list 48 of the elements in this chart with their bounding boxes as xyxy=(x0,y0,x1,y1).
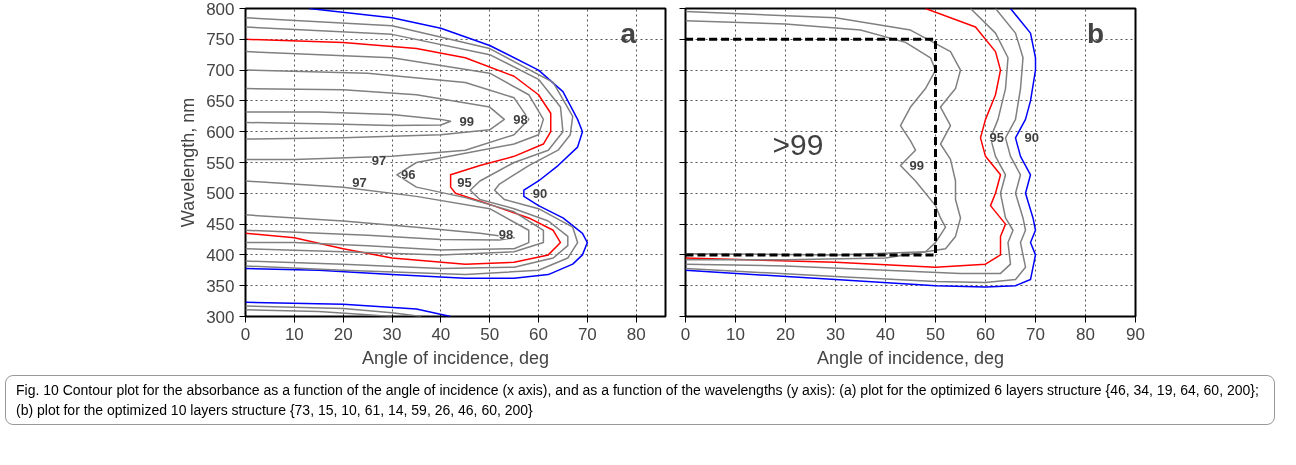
annotation: 90 xyxy=(1024,130,1039,146)
annotation: 98 xyxy=(498,227,514,243)
y-tick-label: 750 xyxy=(206,30,235,50)
annotation: 95 xyxy=(989,130,1004,146)
y-tick-label: 550 xyxy=(206,153,235,173)
y-tick-label: 700 xyxy=(206,61,235,81)
x-tick-label: 0 xyxy=(240,324,251,344)
annotation: 96 xyxy=(401,167,416,183)
x-axis-title: Angle of incidence, deg xyxy=(816,347,1005,368)
x-tick-label: 80 xyxy=(1076,324,1095,344)
x-tick-label: 40 xyxy=(876,324,895,344)
caption: Fig. 10 Contour plot for the absorbance as a function of the angle of incidence (x axis), and as a function of the wavelengths (y axis): (a) plot for the optimized 6 layers structure {46, 34, 19, 64, 60, 200}; (b) plot for the optimized 10 layers structure {73, 15, 10, 61, 14, 59, 26, 46, 60, 200} xyxy=(16,381,1260,420)
x-tick-label: 50 xyxy=(480,324,500,344)
x-tick-label: 70 xyxy=(577,324,597,344)
y-tick-label: 450 xyxy=(206,215,235,235)
annotation: 97 xyxy=(371,153,387,169)
annotation: 99 xyxy=(909,158,924,174)
x-axis-title: Angle of incidence, deg xyxy=(361,347,550,368)
chart-title: b xyxy=(1086,17,1105,49)
x-tick-label: 0 xyxy=(680,324,691,344)
y-tick-label: 800 xyxy=(206,0,235,19)
y-tick-label: 400 xyxy=(206,245,235,265)
x-tick-label: 60 xyxy=(976,324,995,344)
annotation: >99 xyxy=(772,127,824,161)
annotation: 95 xyxy=(457,174,472,190)
y-tick-label: 600 xyxy=(206,122,235,142)
annotation: 98 xyxy=(513,111,528,127)
chart-title: a xyxy=(620,17,637,49)
y-tick-label: 300 xyxy=(206,307,235,327)
y-axis-title: Wavelength, nm xyxy=(178,97,199,228)
x-tick-label: 60 xyxy=(529,324,548,344)
y-tick-label: 500 xyxy=(206,184,235,204)
x-tick-label: 10 xyxy=(284,324,304,344)
x-tick-label: 10 xyxy=(726,324,745,344)
x-tick-label: 40 xyxy=(431,324,451,344)
x-tick-label: 90 xyxy=(1126,324,1145,344)
x-tick-label: 80 xyxy=(626,324,646,344)
y-tick-label: 350 xyxy=(206,276,235,296)
x-tick-label: 20 xyxy=(776,324,795,344)
annotation: 97 xyxy=(352,175,367,191)
x-tick-label: 50 xyxy=(926,324,945,344)
x-tick-label: 30 xyxy=(382,324,402,344)
annotation: 99 xyxy=(459,113,475,129)
x-tick-label: 70 xyxy=(1026,324,1045,344)
y-tick-label: 650 xyxy=(206,91,235,111)
x-tick-label: 20 xyxy=(333,324,353,344)
x-tick-label: 30 xyxy=(826,324,845,344)
annotation: 90 xyxy=(532,185,548,201)
